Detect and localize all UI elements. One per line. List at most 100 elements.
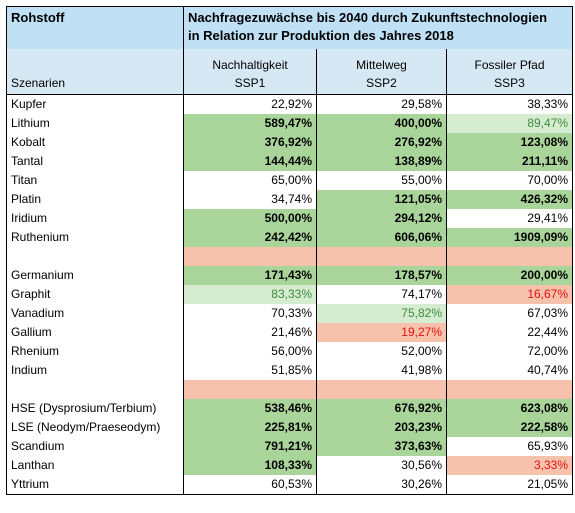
- ssp1-value: 65,00%: [183, 171, 317, 190]
- row-label: Lanthan: [6, 456, 184, 475]
- ssp1-value: 70,33%: [183, 304, 317, 323]
- ssp3-value: 623,08%: [446, 399, 574, 418]
- ssp3-value: 426,32%: [446, 190, 574, 209]
- table-row: Indium 51,85% 41,98% 40,74%: [6, 361, 574, 380]
- row-label: LSE (Neodym/Praeseodym): [6, 418, 184, 437]
- scenario-ssp1-name: Nachhaltigkeit: [212, 58, 288, 72]
- ssp3-value: 89,47%: [446, 114, 574, 133]
- row-label: Kupfer: [6, 94, 184, 114]
- ssp2-value: 75,82%: [316, 304, 447, 323]
- ssp2-value: 74,17%: [316, 285, 447, 304]
- ssp3-value: 72,00%: [446, 342, 574, 361]
- ssp2-value: 52,00%: [316, 342, 447, 361]
- separator-row: [6, 380, 574, 399]
- ssp1-value: 56,00%: [183, 342, 317, 361]
- ssp2-value: 19,27%: [316, 323, 447, 342]
- ssp1-value: 500,00%: [183, 209, 317, 228]
- ssp3-value: 40,74%: [446, 361, 574, 380]
- title-line-2: in Relation zur Produktion des Jahres 20…: [188, 28, 454, 43]
- demand-growth-table: Rohstoff Nachfragezuwächse bis 2040 durc…: [6, 6, 574, 495]
- table-row: Kupfer 22,92% 29,58% 38,33%: [6, 94, 574, 114]
- row-label: Indium: [6, 361, 184, 380]
- scenario-ssp3-header: Fossiler Pfad SSP3: [446, 48, 574, 95]
- ssp1-value: 51,85%: [183, 361, 317, 380]
- table-row: Kobalt 376,92% 276,92% 123,08%: [6, 133, 574, 152]
- ssp2-value: 138,89%: [316, 152, 447, 171]
- ssp2-value: 276,92%: [316, 133, 447, 152]
- ssp2-value: 203,23%: [316, 418, 447, 437]
- table-row: Yttrium 60,53% 30,26% 21,05%: [6, 475, 574, 495]
- row-label: Graphit: [6, 285, 184, 304]
- table-row: Lithium 589,47% 400,00% 89,47%: [6, 114, 574, 133]
- ssp3-value: 67,03%: [446, 304, 574, 323]
- scenario-ssp3-name: Fossiler Pfad: [474, 58, 545, 72]
- ssp1-value: 83,33%: [183, 285, 317, 304]
- table-row: Ruthenium 242,42% 606,06% 1909,09%: [6, 228, 574, 247]
- row-label: Vanadium: [6, 304, 184, 323]
- table-row: Germanium 171,43% 178,57% 200,00%: [6, 266, 574, 285]
- ssp3-value: 222,58%: [446, 418, 574, 437]
- table-row: Graphit 83,33% 74,17% 16,67%: [6, 285, 574, 304]
- ssp1-value: 22,92%: [183, 94, 317, 114]
- ssp2-value: 30,56%: [316, 456, 447, 475]
- scenario-header-row: Szenarien Nachhaltigkeit SSP1 Mittelweg SS…: [6, 48, 574, 95]
- table-title: Nachfragezuwächse bis 2040 durch Zukunft…: [183, 6, 574, 49]
- table-row: Vanadium 70,33% 75,82% 67,03%: [6, 304, 574, 323]
- table-row: LSE (Neodym/Praeseodym) 225,81% 203,23% …: [6, 418, 574, 437]
- ssp3-value: 29,41%: [446, 209, 574, 228]
- ssp3-value: 211,11%: [446, 152, 574, 171]
- ssp2-value: 400,00%: [316, 114, 447, 133]
- table-row: Lanthan 108,33% 30,56% 3,33%: [6, 456, 574, 475]
- ssp1-value: 242,42%: [183, 228, 317, 247]
- ssp2-value: 121,05%: [316, 190, 447, 209]
- ssp2-value: 29,58%: [316, 94, 447, 114]
- table-row: Rhenium 56,00% 52,00% 72,00%: [6, 342, 574, 361]
- ssp3-value: 123,08%: [446, 133, 574, 152]
- separator-cell: [183, 380, 317, 399]
- ssp1-value: 21,46%: [183, 323, 317, 342]
- title-line-1: Nachfragezuwächse bis 2040 durch Zukunft…: [188, 10, 548, 25]
- ssp2-value: 294,12%: [316, 209, 447, 228]
- ssp3-value: 38,33%: [446, 94, 574, 114]
- row-label: Gallium: [6, 323, 184, 342]
- ssp2-value: 373,63%: [316, 437, 447, 456]
- ssp1-value: 589,47%: [183, 114, 317, 133]
- separator-label-cell: [6, 380, 184, 399]
- table-row: Tantal 144,44% 138,89% 211,11%: [6, 152, 574, 171]
- rohstoff-header: Rohstoff: [6, 6, 184, 49]
- ssp1-value: 108,33%: [183, 456, 317, 475]
- ssp3-value: 70,00%: [446, 171, 574, 190]
- row-label: Titan: [6, 171, 184, 190]
- scenario-ssp1-code: SSP1: [234, 76, 266, 90]
- table-row: Titan 65,00% 55,00% 70,00%: [6, 171, 574, 190]
- ssp1-value: 144,44%: [183, 152, 317, 171]
- separator-cell: [446, 380, 574, 399]
- row-label: Ruthenium: [6, 228, 184, 247]
- ssp3-value: 16,67%: [446, 285, 574, 304]
- ssp3-value: 1909,09%: [446, 228, 574, 247]
- ssp1-value: 34,74%: [183, 190, 317, 209]
- separator-row: [6, 247, 574, 266]
- row-label: Iridium: [6, 209, 184, 228]
- table-row: Scandium 791,21% 373,63% 65,93%: [6, 437, 574, 456]
- separator-cell: [446, 247, 574, 266]
- table-row: Gallium 21,46% 19,27% 22,44%: [6, 323, 574, 342]
- scenario-ssp2-code: SSP2: [366, 76, 397, 90]
- row-label: Rhenium: [6, 342, 184, 361]
- scenario-ssp2-name: Mittelweg: [356, 58, 407, 72]
- ssp3-value: 3,33%: [446, 456, 574, 475]
- row-label: Scandium: [6, 437, 184, 456]
- row-label: Tantal: [6, 152, 184, 171]
- ssp1-value: 225,81%: [183, 418, 317, 437]
- ssp1-value: 60,53%: [183, 475, 317, 495]
- scenarios-label: Szenarien: [6, 48, 184, 95]
- table-row: Iridium 500,00% 294,12% 29,41%: [6, 209, 574, 228]
- separator-label-cell: [6, 247, 184, 266]
- ssp2-value: 41,98%: [316, 361, 447, 380]
- table-row: HSE (Dysprosium/Terbium) 538,46% 676,92%…: [6, 399, 574, 418]
- row-label: HSE (Dysprosium/Terbium): [6, 399, 184, 418]
- ssp3-value: 22,44%: [446, 323, 574, 342]
- row-label: Lithium: [6, 114, 184, 133]
- ssp3-value: 200,00%: [446, 266, 574, 285]
- ssp1-value: 791,21%: [183, 437, 317, 456]
